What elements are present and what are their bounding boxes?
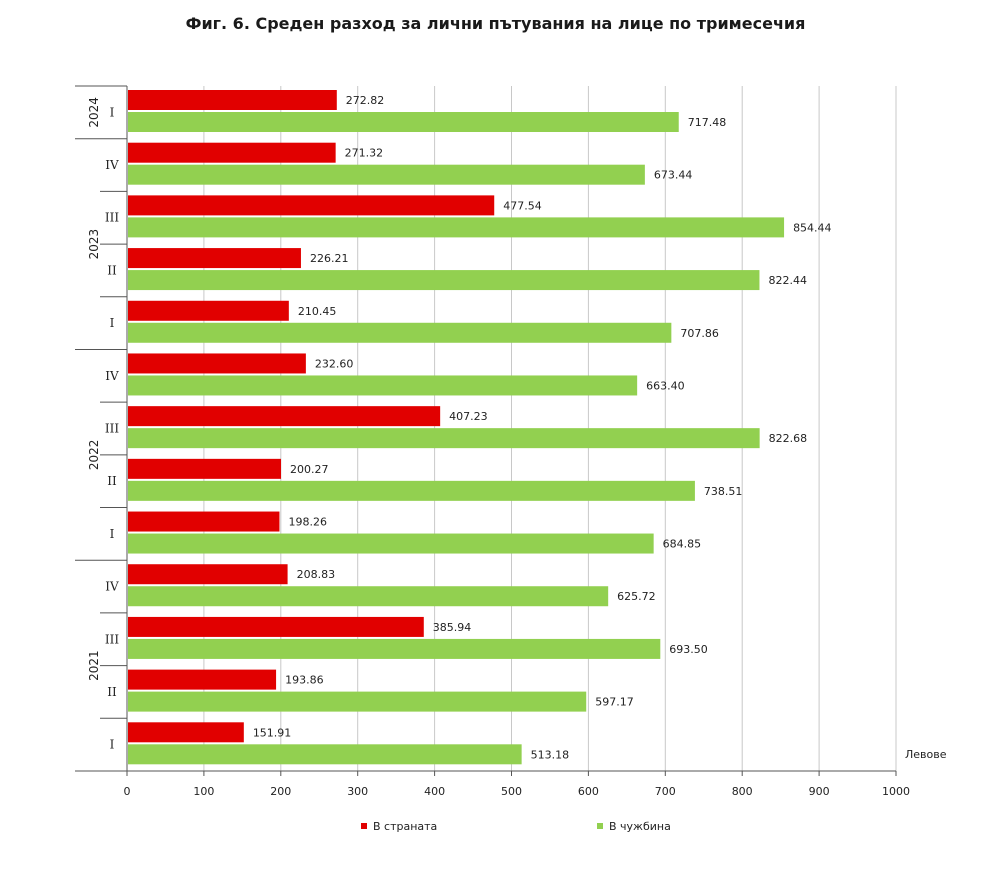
- data-label-abroad: 597.17: [595, 696, 634, 709]
- x-tick-label: 700: [655, 785, 676, 798]
- x-tick-label: 300: [347, 785, 368, 798]
- bar-domestic: [128, 511, 280, 532]
- chart-title: Фиг. 6. Среден разход за лични пътувания…: [185, 14, 806, 33]
- data-label-domestic: 210.45: [298, 305, 337, 318]
- quarter-label: IV: [105, 158, 119, 172]
- data-label-domestic: 271.32: [345, 147, 384, 160]
- x-tick-label: 900: [809, 785, 830, 798]
- data-label-abroad: 854.44: [793, 221, 832, 234]
- x-tick-label: 200: [270, 785, 291, 798]
- bar-abroad: [128, 322, 672, 343]
- year-label: 2021: [87, 650, 101, 681]
- bar-domestic: [128, 248, 301, 269]
- data-label-abroad: 717.48: [688, 116, 727, 129]
- data-label-domestic: 193.86: [285, 674, 324, 687]
- data-label-abroad: 663.40: [646, 379, 685, 392]
- bar-abroad: [128, 533, 654, 554]
- x-tick-label: 0: [124, 785, 131, 798]
- x-tick-label: 800: [732, 785, 753, 798]
- bar-abroad: [128, 428, 760, 449]
- legend-swatch: [361, 823, 367, 829]
- data-label-abroad: 738.51: [704, 485, 743, 498]
- year-label: 2022: [87, 440, 101, 471]
- bar-domestic: [128, 195, 495, 216]
- x-tick-label: 500: [501, 785, 522, 798]
- data-label-abroad: 673.44: [654, 169, 693, 182]
- data-label-domestic: 151.91: [253, 726, 292, 739]
- data-label-abroad: 684.85: [663, 538, 702, 551]
- bar-abroad: [128, 164, 645, 185]
- data-label-domestic: 208.83: [297, 568, 336, 581]
- quarter-label: IV: [105, 580, 119, 594]
- bar-domestic: [128, 406, 441, 427]
- data-label-abroad: 625.72: [617, 590, 656, 603]
- quarter-label: II: [107, 474, 117, 488]
- data-label-domestic: 232.60: [315, 357, 354, 370]
- quarter-label: I: [110, 527, 115, 541]
- x-tick-label: 400: [424, 785, 445, 798]
- data-label-domestic: 272.82: [346, 94, 385, 107]
- quarter-label: III: [105, 422, 119, 436]
- bar-domestic: [128, 564, 288, 585]
- data-label-abroad: 822.44: [768, 274, 807, 287]
- quarter-label: III: [105, 211, 119, 225]
- bar-domestic: [128, 300, 289, 321]
- bar-abroad: [128, 638, 661, 659]
- bar-abroad: [128, 480, 695, 501]
- data-label-abroad: 693.50: [669, 643, 708, 656]
- data-label-domestic: 407.23: [449, 410, 488, 423]
- bar-abroad: [128, 375, 638, 396]
- bar-abroad: [128, 217, 785, 238]
- data-label-domestic: 226.21: [310, 252, 349, 265]
- x-tick-label: 100: [193, 785, 214, 798]
- bar-domestic: [128, 353, 306, 374]
- bar-abroad: [128, 270, 760, 291]
- bar-abroad: [128, 744, 522, 765]
- quarter-label: II: [107, 263, 117, 277]
- data-label-domestic: 477.54: [503, 199, 542, 212]
- quarter-label: I: [110, 738, 115, 752]
- data-label-abroad: 513.18: [531, 748, 570, 761]
- data-label-domestic: 198.26: [288, 516, 327, 529]
- data-label-abroad: 822.68: [769, 432, 808, 445]
- bar-domestic: [128, 90, 337, 110]
- bar-domestic: [128, 669, 277, 690]
- data-label-domestic: 200.27: [290, 463, 329, 476]
- quarter-label: I: [110, 316, 115, 330]
- bar-domestic: [128, 616, 424, 637]
- unit-label: Левове: [905, 748, 947, 761]
- bar-domestic: [128, 722, 244, 743]
- legend-swatch: [597, 823, 603, 829]
- bar-domestic: [128, 458, 282, 479]
- legend-label: В страната: [373, 820, 437, 833]
- data-label-abroad: 707.86: [680, 327, 719, 340]
- quarter-label: III: [105, 632, 119, 646]
- year-label: 2024: [87, 97, 101, 128]
- bar-abroad: [128, 112, 679, 132]
- bar-abroad: [128, 586, 609, 607]
- bar-abroad: [128, 691, 587, 712]
- x-tick-label: 1000: [882, 785, 910, 798]
- data-label-domestic: 385.94: [433, 621, 472, 634]
- quarter-label: II: [107, 685, 117, 699]
- year-label: 2023: [87, 229, 101, 260]
- quarter-label: I: [110, 105, 115, 119]
- legend-label: В чужбина: [609, 820, 671, 833]
- x-tick-label: 600: [578, 785, 599, 798]
- quarter-label: IV: [105, 369, 119, 383]
- bar-domestic: [128, 142, 336, 163]
